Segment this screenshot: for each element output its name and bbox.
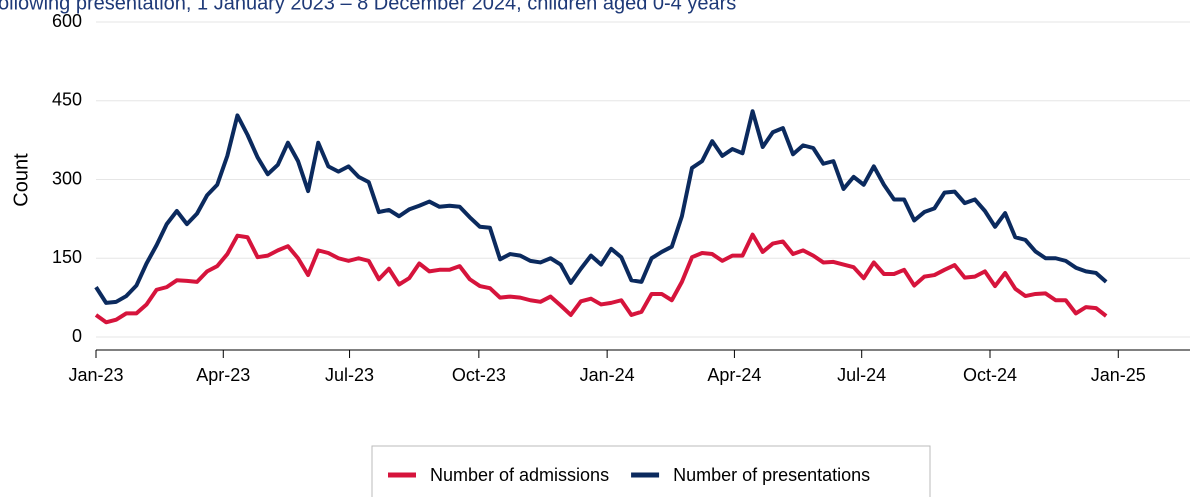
x-tick-label: Oct-24 [963,365,1017,385]
x-tick-label: Oct-23 [452,365,506,385]
legend-label: Number of presentations [673,465,870,485]
y-tick-label: 450 [52,90,82,110]
y-axis-label: Count [10,153,32,207]
x-tick-label: Jul-23 [325,365,374,385]
legend-box [371,445,931,502]
x-tick-label: Jan-25 [1091,365,1146,385]
data-line [94,109,1108,305]
y-tick-label: 300 [52,168,82,188]
chart-title: ollowing presentation, 1 January 2023 – … [0,0,736,14]
legend-label: Number of admissions [430,465,609,485]
x-tick-label: Jan-23 [68,365,123,385]
data-line [94,232,1108,325]
y-tick-label: 150 [52,247,82,267]
x-tick-label: Apr-23 [196,365,250,385]
x-tick-label: Jan-24 [580,365,635,385]
x-tick-label: Jul-24 [837,365,886,385]
y-tick-label: 600 [52,11,82,31]
y-tick-label: 0 [72,326,82,346]
x-tick-label: Apr-24 [707,365,761,385]
